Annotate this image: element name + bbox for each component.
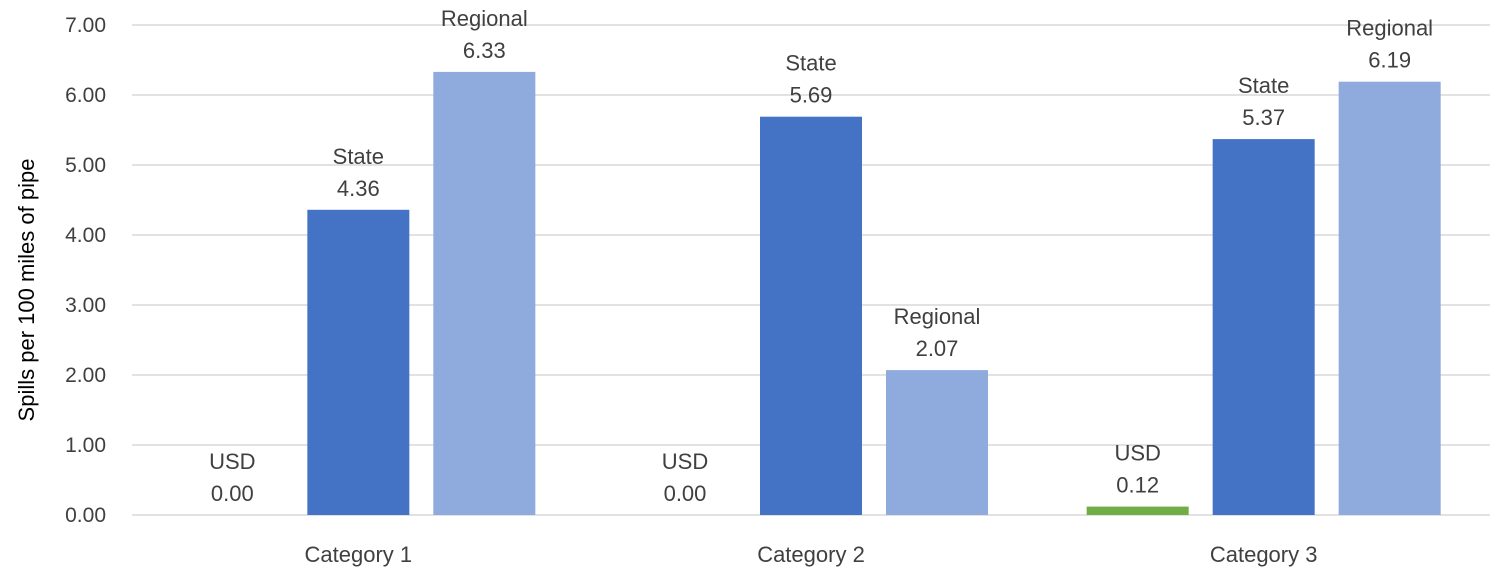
bar-regional-3 xyxy=(1338,81,1441,515)
data-label-value: 4.36 xyxy=(337,176,380,201)
bars xyxy=(307,71,1441,516)
data-label-value: 0.00 xyxy=(664,481,707,506)
bar-state-1 xyxy=(307,209,410,516)
category-label: Category 3 xyxy=(1210,542,1318,567)
data-label-value: 0.12 xyxy=(1116,473,1159,498)
bar-state-3 xyxy=(1212,139,1315,515)
y-tick-label: 0.00 xyxy=(65,504,106,527)
category-label: Category 2 xyxy=(757,542,865,567)
y-axis-ticks: 0.00 1.00 2.00 3.00 4.00 5.00 6.00 7.00 xyxy=(65,14,106,527)
y-tick-label: 4.00 xyxy=(65,224,106,247)
data-label-series: USD xyxy=(1114,441,1160,466)
y-tick-label: 7.00 xyxy=(65,14,106,37)
data-label-value: 6.33 xyxy=(463,38,506,63)
data-label-value: 5.37 xyxy=(1242,105,1285,130)
x-axis-categories: Category 1 Category 2 Category 3 xyxy=(305,542,1318,567)
y-tick-label: 2.00 xyxy=(65,364,106,387)
y-tick-label: 5.00 xyxy=(65,154,106,177)
y-tick-label: 6.00 xyxy=(65,84,106,107)
bar-state-2 xyxy=(760,116,862,515)
data-label-series: Regional xyxy=(894,304,981,329)
data-label-value: 5.69 xyxy=(790,83,833,108)
data-label-series: Regional xyxy=(441,6,528,31)
bar-regional-1 xyxy=(433,71,536,516)
data-label-series: State xyxy=(333,144,384,169)
data-label-value: 0.00 xyxy=(211,481,254,506)
data-label-value: 2.07 xyxy=(916,336,959,361)
data-labels: USD 0.00 State 4.36 Regional 6.33 USD 0.00 State… xyxy=(209,6,1433,506)
data-label-value: 6.19 xyxy=(1368,48,1411,73)
bar-usd-3 xyxy=(1086,506,1189,515)
y-axis-title: Spills per 100 miles of pipe xyxy=(14,159,39,422)
data-label-series: State xyxy=(1238,73,1289,98)
data-label-series: State xyxy=(785,51,836,76)
bar-regional-2 xyxy=(886,370,988,515)
data-label-series: USD xyxy=(209,449,255,474)
y-tick-label: 3.00 xyxy=(65,294,106,317)
data-label-series: USD xyxy=(662,449,708,474)
y-tick-label: 1.00 xyxy=(65,434,106,457)
data-label-series: Regional xyxy=(1346,16,1433,41)
category-label: Category 1 xyxy=(305,542,413,567)
